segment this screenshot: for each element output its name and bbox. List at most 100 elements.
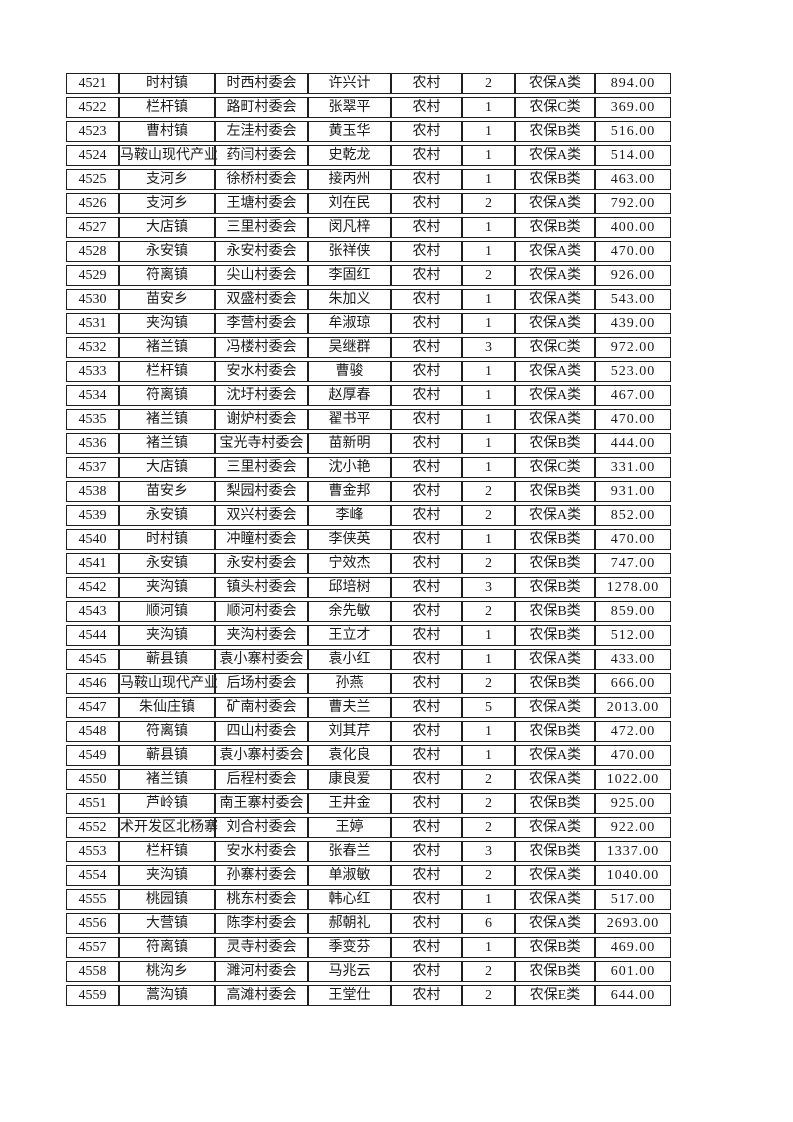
- cell-seq: 4554: [66, 865, 119, 886]
- cell-amount: 470.00: [595, 529, 671, 550]
- cell-seq: 4535: [66, 409, 119, 430]
- cell-town: 时村镇: [119, 73, 215, 94]
- cell-amount: 894.00: [595, 73, 671, 94]
- cell-person: 翟书平: [308, 409, 391, 430]
- table-row: 4548 符离镇 四山村委会 刘其芹 农村 1 农保B类 472.00: [66, 721, 671, 742]
- table-row: 4533 栏杆镇 安水村委会 曹骏 农村 1 农保A类 523.00: [66, 361, 671, 382]
- cell-count: 2: [462, 769, 515, 790]
- cell-category: 农保B类: [515, 169, 595, 190]
- cell-village: 永安村委会: [215, 241, 308, 262]
- cell-amount: 470.00: [595, 241, 671, 262]
- cell-category: 农保B类: [515, 841, 595, 862]
- cell-person: 余先敏: [308, 601, 391, 622]
- table-row: 4534 符离镇 沈圩村委会 赵厚春 农村 1 农保A类 467.00: [66, 385, 671, 406]
- cell-amount: 1278.00: [595, 577, 671, 598]
- cell-amount: 792.00: [595, 193, 671, 214]
- cell-area: 农村: [391, 505, 462, 526]
- cell-town: 符离镇: [119, 937, 215, 958]
- cell-person: 黄玉华: [308, 121, 391, 142]
- cell-amount: 925.00: [595, 793, 671, 814]
- cell-town: 朱仙庄镇: [119, 697, 215, 718]
- cell-village: 沈圩村委会: [215, 385, 308, 406]
- cell-town: 栏杆镇: [119, 361, 215, 382]
- cell-seq: 4524: [66, 145, 119, 166]
- cell-village: 袁小寨村委会: [215, 649, 308, 670]
- cell-count: 1: [462, 313, 515, 334]
- cell-seq: 4557: [66, 937, 119, 958]
- cell-area: 农村: [391, 385, 462, 406]
- table-row: 4544 夹沟镇 夹沟村委会 王立才 农村 1 农保B类 512.00: [66, 625, 671, 646]
- cell-person: 李侠英: [308, 529, 391, 550]
- cell-amount: 444.00: [595, 433, 671, 454]
- cell-area: 农村: [391, 985, 462, 1006]
- cell-person: 袁小红: [308, 649, 391, 670]
- cell-town: 栏杆镇: [119, 97, 215, 118]
- cell-amount: 516.00: [595, 121, 671, 142]
- cell-seq: 4551: [66, 793, 119, 814]
- cell-person: 刘其芹: [308, 721, 391, 742]
- cell-category: 农保C类: [515, 97, 595, 118]
- cell-town: 永安镇: [119, 241, 215, 262]
- cell-category: 农保C类: [515, 337, 595, 358]
- cell-town: 马鞍山现代产业: [119, 673, 218, 694]
- cell-area: 农村: [391, 481, 462, 502]
- cell-person: 单淑敏: [308, 865, 391, 886]
- cell-amount: 543.00: [595, 289, 671, 310]
- cell-category: 农保B类: [515, 721, 595, 742]
- table-row: 4538 苗安乡 梨园村委会 曹金邦 农村 2 农保B类 931.00: [66, 481, 671, 502]
- cell-seq: 4525: [66, 169, 119, 190]
- cell-amount: 852.00: [595, 505, 671, 526]
- cell-count: 2: [462, 601, 515, 622]
- cell-amount: 644.00: [595, 985, 671, 1006]
- cell-count: 2: [462, 553, 515, 574]
- cell-town: 曹村镇: [119, 121, 215, 142]
- cell-seq: 4548: [66, 721, 119, 742]
- cell-count: 1: [462, 361, 515, 382]
- cell-person: 康良爱: [308, 769, 391, 790]
- table-row: 4541 永安镇 永安村委会 宁效杰 农村 2 农保B类 747.00: [66, 553, 671, 574]
- cell-person: 吴继群: [308, 337, 391, 358]
- cell-town: 符离镇: [119, 385, 215, 406]
- cell-count: 1: [462, 433, 515, 454]
- table-row: 4554 夹沟镇 孙寨村委会 单淑敏 农村 2 农保A类 1040.00: [66, 865, 671, 886]
- cell-town: 术开发区北杨寨: [119, 817, 218, 838]
- cell-village: 四山村委会: [215, 721, 308, 742]
- cell-amount: 922.00: [595, 817, 671, 838]
- cell-village: 安水村委会: [215, 841, 308, 862]
- cell-seq: 4528: [66, 241, 119, 262]
- table-row: 4551 芦岭镇 南王寨村委会 王井金 农村 2 农保B类 925.00: [66, 793, 671, 814]
- cell-person: 宁效杰: [308, 553, 391, 574]
- cell-village: 后场村委会: [215, 673, 308, 694]
- cell-seq: 4546: [66, 673, 119, 694]
- cell-category: 农保B类: [515, 961, 595, 982]
- cell-village: 冲瞳村委会: [215, 529, 308, 550]
- cell-person: 李峰: [308, 505, 391, 526]
- cell-person: 孙燕: [308, 673, 391, 694]
- cell-person: 邱培树: [308, 577, 391, 598]
- cell-area: 农村: [391, 337, 462, 358]
- cell-person: 袁化良: [308, 745, 391, 766]
- cell-village: 后程村委会: [215, 769, 308, 790]
- cell-village: 灵寺村委会: [215, 937, 308, 958]
- cell-area: 农村: [391, 601, 462, 622]
- cell-person: 马兆云: [308, 961, 391, 982]
- cell-count: 2: [462, 481, 515, 502]
- cell-amount: 859.00: [595, 601, 671, 622]
- cell-category: 农保A类: [515, 409, 595, 430]
- cell-category: 农保B类: [515, 673, 595, 694]
- cell-person: 牟淑琼: [308, 313, 391, 334]
- cell-person: 沈小艳: [308, 457, 391, 478]
- cell-village: 桃东村委会: [215, 889, 308, 910]
- cell-category: 农保B类: [515, 601, 595, 622]
- cell-count: 1: [462, 649, 515, 670]
- cell-person: 刘在民: [308, 193, 391, 214]
- cell-town: 大店镇: [119, 457, 215, 478]
- cell-area: 农村: [391, 937, 462, 958]
- cell-category: 农保A类: [515, 817, 595, 838]
- cell-count: 1: [462, 169, 515, 190]
- cell-category: 农保A类: [515, 865, 595, 886]
- cell-village: 梨园村委会: [215, 481, 308, 502]
- cell-area: 农村: [391, 697, 462, 718]
- table-row: 4524 马鞍山现代产业 药闫村委会 史乾龙 农村 1 农保A类 514.00: [66, 145, 671, 166]
- cell-village: 路町村委会: [215, 97, 308, 118]
